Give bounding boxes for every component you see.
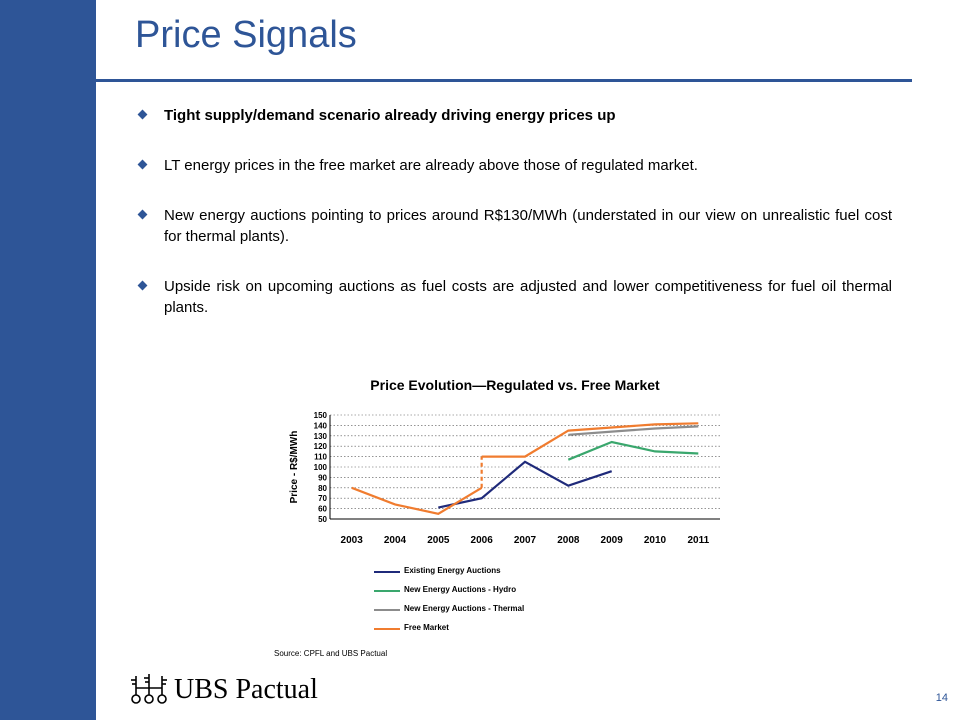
legend-swatch bbox=[374, 571, 400, 573]
diamond-bullet-icon bbox=[137, 209, 148, 220]
legend-swatch bbox=[374, 628, 400, 630]
y-tick-label: 140 bbox=[314, 421, 328, 430]
title-rule bbox=[96, 79, 912, 82]
y-tick-label: 90 bbox=[318, 473, 327, 482]
bullet-text: New energy auctions pointing to prices a… bbox=[164, 207, 892, 245]
source-note: Source: CPFL and UBS Pactual bbox=[274, 649, 388, 658]
legend-swatch bbox=[374, 609, 400, 611]
series-line bbox=[567, 440, 699, 461]
legend-label: Existing Energy Auctions bbox=[404, 566, 501, 575]
y-tick-label: 150 bbox=[314, 411, 328, 420]
bullet-item: LT energy prices in the free market are … bbox=[136, 155, 892, 176]
x-tick-label: 2005 bbox=[427, 535, 450, 546]
title-rule-left bbox=[32, 79, 96, 82]
x-tick-label: 2011 bbox=[687, 535, 709, 546]
keys-icon bbox=[131, 674, 167, 704]
legend-swatch bbox=[374, 590, 400, 592]
series-line bbox=[568, 425, 699, 436]
diamond-bullet-icon bbox=[137, 109, 148, 120]
bullet-item: Upside risk on upcoming auctions as fuel… bbox=[136, 276, 892, 318]
logo-text: UBS Pactual bbox=[174, 674, 318, 705]
diamond-bullet-icon bbox=[137, 280, 148, 291]
y-tick-label: 70 bbox=[318, 494, 327, 503]
legend-label: New Energy Auctions - Thermal bbox=[404, 604, 525, 613]
x-tick-label: 2004 bbox=[384, 535, 407, 546]
x-tick-label: 2009 bbox=[601, 535, 624, 546]
x-tick-label: 2008 bbox=[557, 535, 580, 546]
x-tick-label: 2003 bbox=[341, 535, 364, 546]
x-tick-label: 2007 bbox=[514, 535, 537, 546]
left-sidebar-band bbox=[0, 0, 96, 720]
bullet-text: LT energy prices in the free market are … bbox=[164, 157, 698, 174]
y-tick-label: 60 bbox=[318, 505, 327, 514]
y-tick-label: 120 bbox=[314, 442, 328, 451]
bullet-text: Tight supply/demand scenario already dri… bbox=[164, 107, 616, 124]
series-line bbox=[438, 460, 613, 509]
y-tick-label: 100 bbox=[314, 463, 328, 472]
legend-label: New Energy Auctions - Hydro bbox=[404, 585, 517, 594]
page-title: Price Signals bbox=[135, 14, 357, 56]
x-tick-label: 2010 bbox=[644, 535, 667, 546]
bullet-list: Tight supply/demand scenario already dri… bbox=[136, 105, 892, 318]
y-tick-label: 50 bbox=[318, 515, 327, 524]
bullet-item: New energy auctions pointing to prices a… bbox=[136, 205, 892, 247]
bullet-item: Tight supply/demand scenario already dri… bbox=[136, 105, 892, 126]
x-tick-label: 2006 bbox=[471, 535, 494, 546]
page-number: 14 bbox=[935, 692, 948, 704]
bullet-text: Upside risk on upcoming auctions as fuel… bbox=[164, 278, 892, 316]
series-line bbox=[481, 422, 699, 458]
series-line bbox=[351, 486, 483, 515]
y-axis-label: Price - R$/MWh bbox=[289, 431, 300, 504]
diamond-bullet-icon bbox=[137, 159, 148, 170]
y-tick-label: 130 bbox=[314, 432, 328, 441]
y-tick-label: 110 bbox=[314, 453, 327, 462]
chart-title: Price Evolution—Regulated vs. Free Marke… bbox=[370, 377, 660, 393]
y-tick-label: 80 bbox=[318, 484, 327, 493]
legend-label: Free Market bbox=[404, 623, 449, 632]
